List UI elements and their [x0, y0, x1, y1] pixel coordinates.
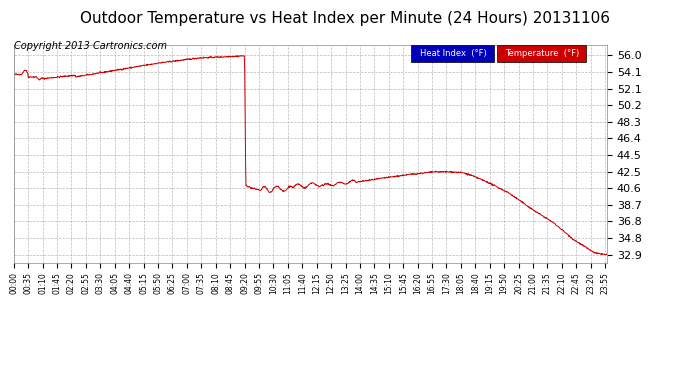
FancyBboxPatch shape: [497, 45, 586, 62]
Text: Heat Index  (°F): Heat Index (°F): [420, 49, 486, 58]
FancyBboxPatch shape: [411, 45, 495, 62]
Text: Temperature  (°F): Temperature (°F): [505, 49, 579, 58]
Text: Outdoor Temperature vs Heat Index per Minute (24 Hours) 20131106: Outdoor Temperature vs Heat Index per Mi…: [80, 11, 610, 26]
Text: Copyright 2013 Cartronics.com: Copyright 2013 Cartronics.com: [14, 41, 167, 51]
